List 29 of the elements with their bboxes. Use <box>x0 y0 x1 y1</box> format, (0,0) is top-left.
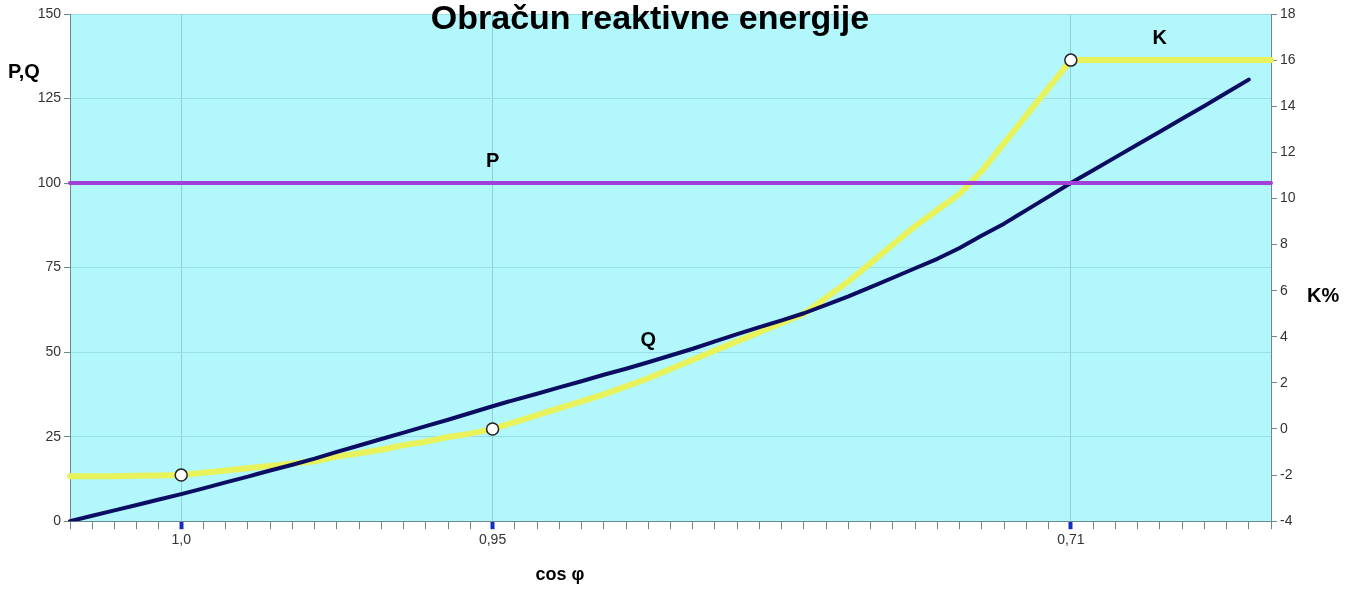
y2-tick-label: 4 <box>1280 327 1288 344</box>
y-tick-label: 150 <box>37 4 62 21</box>
y2-tick-label: -4 <box>1280 512 1293 529</box>
y-tick-label: 0 <box>53 512 62 529</box>
y-tick-label: 100 <box>37 173 62 190</box>
series-label: Q <box>640 327 657 350</box>
chart-title: Obračun reaktivne energije <box>430 0 870 37</box>
y2-tick-label: 6 <box>1280 281 1288 298</box>
series-label: P <box>485 148 500 171</box>
y2-tick-label: 16 <box>1280 50 1296 67</box>
y2-tick-label: 10 <box>1280 189 1296 206</box>
y-axis-title: P,Q <box>8 59 40 82</box>
y2-tick-label: -2 <box>1280 465 1293 482</box>
series-label: K <box>1152 25 1168 48</box>
x-axis-title: cos φ <box>535 563 585 584</box>
y-tick-label: 50 <box>45 342 62 359</box>
y2-axis-title: K% <box>1307 283 1340 306</box>
y2-tick-label: 8 <box>1280 235 1288 252</box>
y2-tick-label: 12 <box>1280 143 1296 160</box>
x-tick-label: 1,0 <box>171 531 192 548</box>
x-tick-label: 0,95 <box>478 531 507 548</box>
y-tick-label: 125 <box>37 89 62 106</box>
y-tick-label: 75 <box>45 258 62 275</box>
y-tick-label: 25 <box>45 427 62 444</box>
y2-tick-label: 18 <box>1280 4 1296 21</box>
y2-tick-label: 2 <box>1280 373 1288 390</box>
y2-tick-label: 0 <box>1280 419 1288 436</box>
y2-tick-label: 14 <box>1280 97 1296 114</box>
x-tick-label: 0,71 <box>1057 531 1085 548</box>
